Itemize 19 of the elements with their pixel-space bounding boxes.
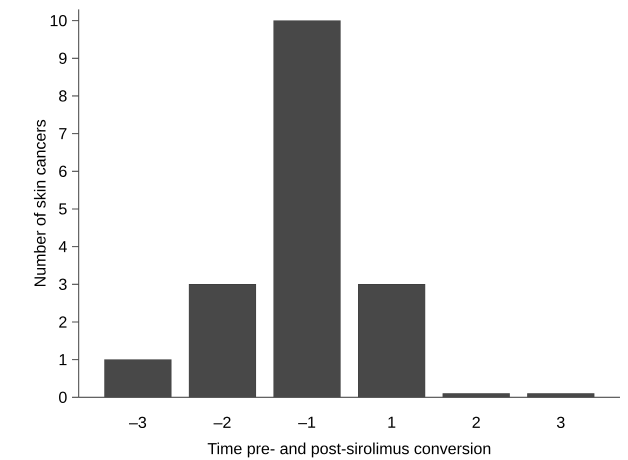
y-tick-label: 10 [50, 14, 67, 26]
x-tick-label: –1 [298, 416, 316, 428]
x-tick-label: 3 [556, 416, 565, 428]
y-tick-label: 5 [59, 203, 67, 215]
y-axis-title: Number of skin cancers [34, 120, 46, 286]
y-tick-label: 7 [59, 128, 66, 140]
y-tick-label: 3 [59, 278, 67, 290]
y-tick-label: 1 [60, 354, 67, 366]
y-tick-label: 4 [58, 241, 67, 252]
x-axis-title: Time pre- and post-sirolimus conversion [208, 442, 490, 458]
x-tick-label: –2 [214, 416, 231, 428]
y-tick-label: 6 [59, 166, 67, 177]
y-tick-label: 9 [59, 52, 67, 64]
x-tick-label: 2 [472, 416, 480, 428]
y-tick-label: 8 [59, 90, 67, 102]
x-tick-label: 1 [388, 416, 396, 428]
y-tick-label: 2 [59, 316, 66, 328]
y-tick-label: 0 [59, 392, 67, 403]
x-tick-label: –3 [128, 416, 146, 428]
